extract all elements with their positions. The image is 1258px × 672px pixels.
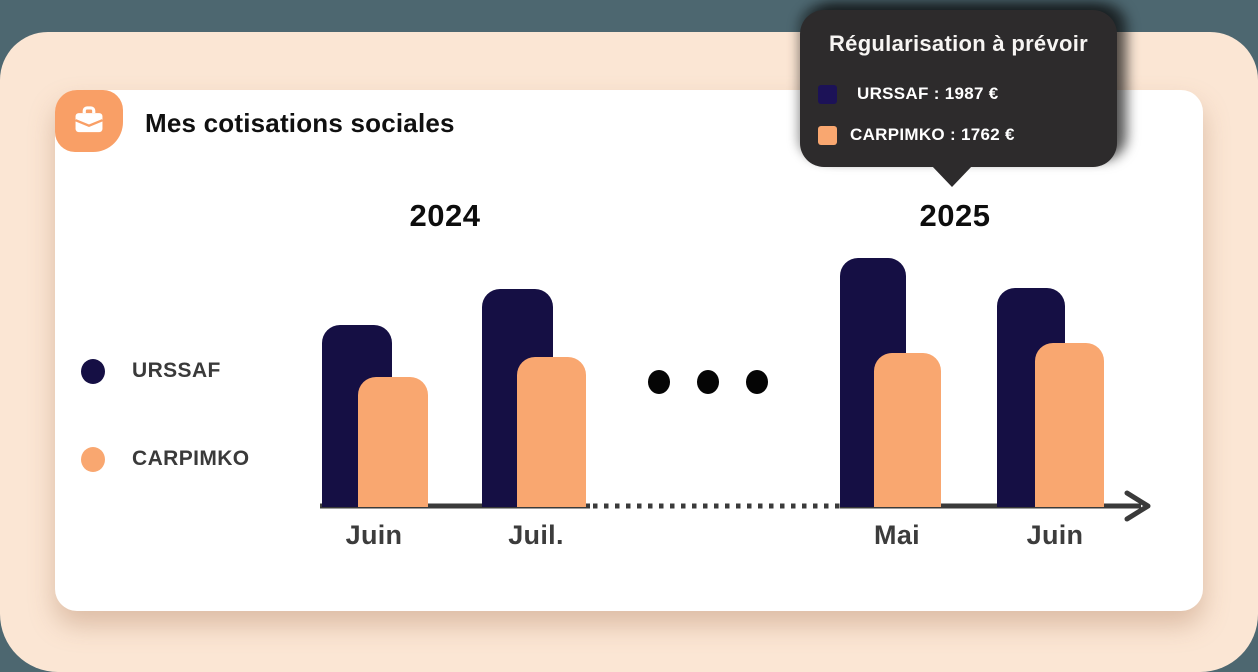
legend-item-carpimko: CARPIMKO bbox=[81, 446, 250, 472]
tooltip-urssaf-value: URSSAF : 1987 € bbox=[857, 84, 999, 103]
cotisations-card: Mes cotisations sociales 2024 2025 URSSA… bbox=[55, 90, 1203, 611]
ellipsis-dot-icon bbox=[697, 370, 719, 394]
urssaf-legend-label: URSSAF bbox=[132, 359, 221, 382]
tooltip-pointer-icon bbox=[931, 165, 973, 187]
tooltip-carpimko-value: CARPIMKO : 1762 € bbox=[850, 125, 1015, 144]
bar-carpimko-mai-2025[interactable] bbox=[874, 353, 941, 507]
bar-carpimko-juil-2024[interactable] bbox=[517, 357, 586, 507]
chart-tooltip: Régularisation à prévoir URSSAF : 1987 €… bbox=[800, 10, 1117, 187]
tooltip-row-carpimko: CARPIMKO : 1762 € bbox=[818, 125, 1117, 145]
year-label-2025: 2025 bbox=[919, 198, 991, 233]
tooltip-row-urssaf: URSSAF : 1987 € bbox=[818, 84, 1117, 104]
urssaf-swatch-icon bbox=[818, 84, 837, 104]
month-label-mai-2025: Mai bbox=[874, 520, 920, 550]
legend-item-urssaf: URSSAF bbox=[81, 358, 250, 384]
briefcase-badge bbox=[55, 90, 123, 152]
bar-chart-plot: Juin Juil. Mai Juin bbox=[55, 90, 1203, 611]
ellipsis-dot-icon bbox=[746, 370, 768, 394]
carpimko-swatch-icon bbox=[818, 125, 837, 145]
bar-carpimko-juin-2025[interactable] bbox=[1035, 343, 1104, 507]
carpimko-legend-dot-icon bbox=[81, 446, 105, 472]
month-label-juin-2025: Juin bbox=[1026, 520, 1084, 550]
ellipsis-dot-icon bbox=[648, 370, 670, 394]
chart-legend: URSSAF CARPIMKO bbox=[81, 358, 250, 472]
briefcase-icon bbox=[75, 106, 103, 133]
bar-carpimko-juin-2024[interactable] bbox=[358, 377, 428, 507]
carpimko-legend-label: CARPIMKO bbox=[132, 447, 250, 470]
tooltip-title: Régularisation à prévoir bbox=[828, 31, 1089, 56]
month-label-juin-2024: Juin bbox=[345, 520, 403, 550]
card-title: Mes cotisations sociales bbox=[145, 108, 455, 138]
year-label-2024: 2024 bbox=[409, 198, 481, 233]
urssaf-legend-dot-icon bbox=[81, 358, 105, 384]
month-label-juil-2024: Juil. bbox=[508, 520, 564, 550]
axis-arrow-icon bbox=[1124, 490, 1151, 522]
